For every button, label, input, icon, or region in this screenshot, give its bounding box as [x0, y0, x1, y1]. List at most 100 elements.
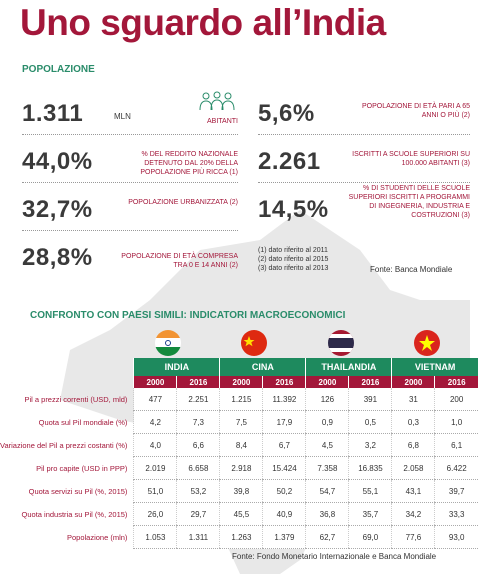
cell: 33,3: [434, 502, 478, 526]
cell: 39,7: [434, 479, 478, 503]
row-label: Popolazione (mln): [0, 526, 134, 549]
cell: 16.835: [348, 456, 392, 480]
cell: 54,7: [305, 479, 349, 503]
row-label-text: Popolazione (mln): [66, 532, 128, 542]
cell: 2.058: [391, 456, 435, 480]
stat: 1.311 MLN ABITANTI: [22, 94, 238, 135]
stat: 14,5% % DI STUDENTI DELLE SCUOLE SUPERIOR…: [258, 185, 470, 230]
stat-value: 2.261: [258, 148, 321, 175]
stat-value: 32,7%: [22, 196, 93, 223]
cell: 51,0: [133, 479, 177, 503]
cell: 2.918: [219, 456, 263, 480]
cell: 26,0: [133, 502, 177, 526]
stat: 2.261 ISCRITTI A SCUOLE SUPERIORI SU 100.…: [258, 142, 470, 183]
cell: 0,9: [305, 410, 349, 434]
cell: 50,2: [262, 479, 306, 503]
cell: 477: [133, 388, 177, 411]
year-header: 2016: [262, 376, 306, 388]
note: (1) dato riferito al 2011: [258, 247, 328, 254]
country-header: CINA: [219, 358, 306, 376]
blank: [0, 358, 134, 376]
year-header: 2000: [391, 376, 435, 388]
cell: 6,1: [434, 433, 478, 457]
cell: 0,5: [348, 410, 392, 434]
country-header: THAILANDIA: [305, 358, 392, 376]
data-row: Pil pro capite (USD in PPP) 2.019 6.658 2.9…: [0, 456, 478, 480]
cell: 8,4: [219, 433, 263, 457]
cell: 7.358: [305, 456, 349, 480]
cell: 126: [305, 388, 349, 411]
flags: [155, 330, 440, 356]
cell: 7,5: [219, 410, 263, 434]
stat-label: % DEL REDDITO NAZIONALE DETENUTO DAL 20%…: [140, 151, 238, 176]
year-header: 2000: [133, 376, 177, 388]
stat-label: % DI STUDENTI DELLE SCUOLE SUPERIORI ISC…: [348, 185, 470, 219]
cell: 77,6: [391, 525, 435, 549]
cell: 6.658: [176, 456, 220, 480]
stat-value: 5,6%: [258, 100, 315, 127]
stat: 28,8% POPOLAZIONE DI ETÀ COMPRESA TRA 0 E…: [22, 238, 238, 278]
row-label: Pil a prezzi correnti (USD, mld): [0, 388, 134, 411]
cell: 1,0: [434, 410, 478, 434]
people-icon: [199, 91, 235, 111]
cell: 4,2: [133, 410, 177, 434]
cell: 7,3: [176, 410, 220, 434]
cell: 34,2: [391, 502, 435, 526]
stat-value: 28,8%: [22, 244, 93, 271]
cell: 6,6: [176, 433, 220, 457]
row-label-text: Pil a prezzi correnti (USD, mld): [24, 394, 128, 404]
cell: 36,8: [305, 502, 349, 526]
year-header: 2000: [219, 376, 263, 388]
cell: 17,9: [262, 410, 306, 434]
stat-value: 1.311: [22, 100, 84, 127]
stat-value: 14,5%: [258, 196, 329, 223]
country-header: VIETNAM: [391, 358, 478, 376]
row-label-text: Pil pro capite (USD in PPP): [36, 463, 128, 473]
cell: 2.251: [176, 388, 220, 411]
data-row: Quota sul Pil mondiale (%) 4,2 7,3 7,5 17,9 0…: [0, 410, 478, 434]
row-label: Quota servizi su Pil (%, 2015): [0, 480, 134, 503]
source: Fonte: Fondo Monetario Internazionale e …: [232, 552, 437, 561]
cell: 200: [434, 388, 478, 411]
data-row: Quota servizi su Pil (%, 2015) 51,0 53,2 39…: [0, 479, 478, 503]
cell: 391: [348, 388, 392, 411]
data-row: Variazione del Pil a prezzi costanti (%)…: [0, 433, 478, 457]
year-row: 2000 2016 2000 2016 2000 2016 2000 2016: [0, 376, 478, 388]
cell: 4,5: [305, 433, 349, 457]
stat-label: POPOLAZIONE URBANIZZATA (2): [128, 199, 238, 206]
cell: 1.215: [219, 388, 263, 411]
stat-label: POPOLAZIONE DI ETÀ COMPRESA TRA 0 E 14 A…: [121, 253, 238, 269]
cell: 1.311: [176, 525, 220, 549]
row-label-text: Quota sul Pil mondiale (%): [38, 417, 128, 427]
cell: 4,0: [133, 433, 177, 457]
note: (2) dato riferito al 2015: [258, 256, 329, 263]
data-row: Popolazione (mln) 1.053 1.311 1.263 1.379 62,…: [0, 525, 478, 549]
cell: 35,7: [348, 502, 392, 526]
cell: 6,7: [262, 433, 306, 457]
stat-label: ABITANTI: [207, 118, 238, 125]
cell: 40,9: [262, 502, 306, 526]
stat: 32,7% POPOLAZIONE URBANIZZATA (2): [22, 190, 238, 231]
cell: 6,8: [391, 433, 435, 457]
row-label: Quota sul Pil mondiale (%): [0, 411, 134, 434]
cell: 93,0: [434, 525, 478, 549]
data-row: Pil a prezzi correnti (USD, mld) 477 2.251…: [0, 388, 478, 411]
cell: 31: [391, 388, 435, 411]
cell: 3,2: [348, 433, 392, 457]
cell: 6.422: [434, 456, 478, 480]
row-label: Quota industria su Pil (%, 2015): [0, 503, 134, 526]
cell: 1.263: [219, 525, 263, 549]
cell: 1.053: [133, 525, 177, 549]
cell: 53,2: [176, 479, 220, 503]
cell: 0,3: [391, 410, 435, 434]
stat-value: 44,0%: [22, 148, 93, 175]
cell: 15.424: [262, 456, 306, 480]
cell: 11.392: [262, 388, 306, 411]
cell: 2.019: [133, 456, 177, 480]
stat: 5,6% POPOLAZIONE DI ETÀ PARI A 65 ANNI O …: [258, 94, 470, 135]
year-header: 2016: [176, 376, 220, 388]
source: Fonte: Banca Mondiale: [370, 265, 453, 274]
cell: 55,1: [348, 479, 392, 503]
row-label-text: Quota industria su Pil (%, 2015): [21, 509, 128, 519]
